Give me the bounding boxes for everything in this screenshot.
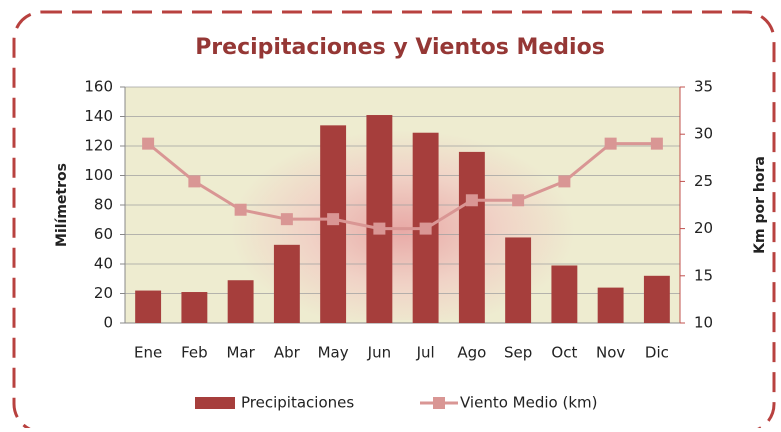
marker bbox=[142, 137, 155, 150]
y2-tick-label: 25 bbox=[694, 172, 713, 190]
y-tick-label: 80 bbox=[94, 196, 113, 214]
y-axis-label: Milímetros bbox=[54, 163, 70, 247]
x-tick-label: Jul bbox=[416, 344, 435, 362]
bar bbox=[366, 115, 393, 324]
x-tick-label: Dic bbox=[645, 344, 669, 362]
bar bbox=[181, 292, 208, 323]
y2-tick-label: 35 bbox=[694, 78, 713, 96]
bar bbox=[597, 287, 624, 323]
bar bbox=[135, 290, 162, 323]
marker bbox=[327, 213, 340, 226]
y-tick-label: 60 bbox=[94, 225, 113, 243]
x-tick-label: Sep bbox=[504, 344, 532, 362]
y-tick-label: 0 bbox=[103, 314, 113, 332]
marker bbox=[373, 222, 386, 235]
bar bbox=[643, 275, 670, 323]
x-tick-label: Feb bbox=[181, 344, 208, 362]
y2-tick-label: 10 bbox=[694, 314, 713, 332]
x-tick-label: Ago bbox=[457, 344, 486, 362]
bar bbox=[505, 237, 532, 323]
legend-swatch bbox=[433, 397, 445, 409]
bar bbox=[551, 265, 578, 323]
marker bbox=[188, 175, 201, 188]
x-tick-label: Abr bbox=[274, 344, 301, 362]
x-tick-label: Ene bbox=[134, 344, 162, 362]
marker bbox=[558, 175, 571, 188]
y-tick-label: 20 bbox=[94, 284, 113, 302]
x-tick-label: Mar bbox=[226, 344, 255, 362]
legend-label: Viento Medio (km) bbox=[460, 394, 597, 412]
line bbox=[147, 142, 657, 231]
y-tick-label: 140 bbox=[84, 107, 113, 125]
marker bbox=[604, 137, 617, 150]
y2-tick-label: 15 bbox=[694, 266, 713, 284]
x-tick-label: May bbox=[318, 344, 349, 362]
y2-axis-label: Km por hora bbox=[752, 156, 768, 254]
y-tick-label: 40 bbox=[94, 255, 113, 273]
marker bbox=[512, 194, 525, 207]
marker bbox=[280, 213, 293, 226]
legend-swatch bbox=[195, 397, 235, 409]
marker bbox=[650, 137, 663, 150]
y-tick-label: 160 bbox=[84, 78, 113, 96]
y2-tick-label: 20 bbox=[694, 219, 713, 237]
chart-title: Precipitaciones y Vientos Medios bbox=[195, 35, 605, 60]
legend-label: Precipitaciones bbox=[241, 394, 354, 412]
x-tick-label: Jun bbox=[367, 344, 391, 362]
chart-border bbox=[12, 10, 776, 432]
x-tick-label: Nov bbox=[596, 344, 625, 362]
bar bbox=[458, 151, 485, 323]
y2-tick-label: 30 bbox=[694, 125, 713, 143]
bar bbox=[273, 244, 300, 323]
marker bbox=[419, 222, 432, 235]
marker bbox=[465, 194, 478, 207]
y-tick-label: 120 bbox=[84, 137, 113, 155]
bar bbox=[227, 280, 254, 323]
x-tick-label: Oct bbox=[551, 344, 577, 362]
marker bbox=[234, 203, 247, 216]
y-tick-label: 100 bbox=[84, 166, 113, 184]
